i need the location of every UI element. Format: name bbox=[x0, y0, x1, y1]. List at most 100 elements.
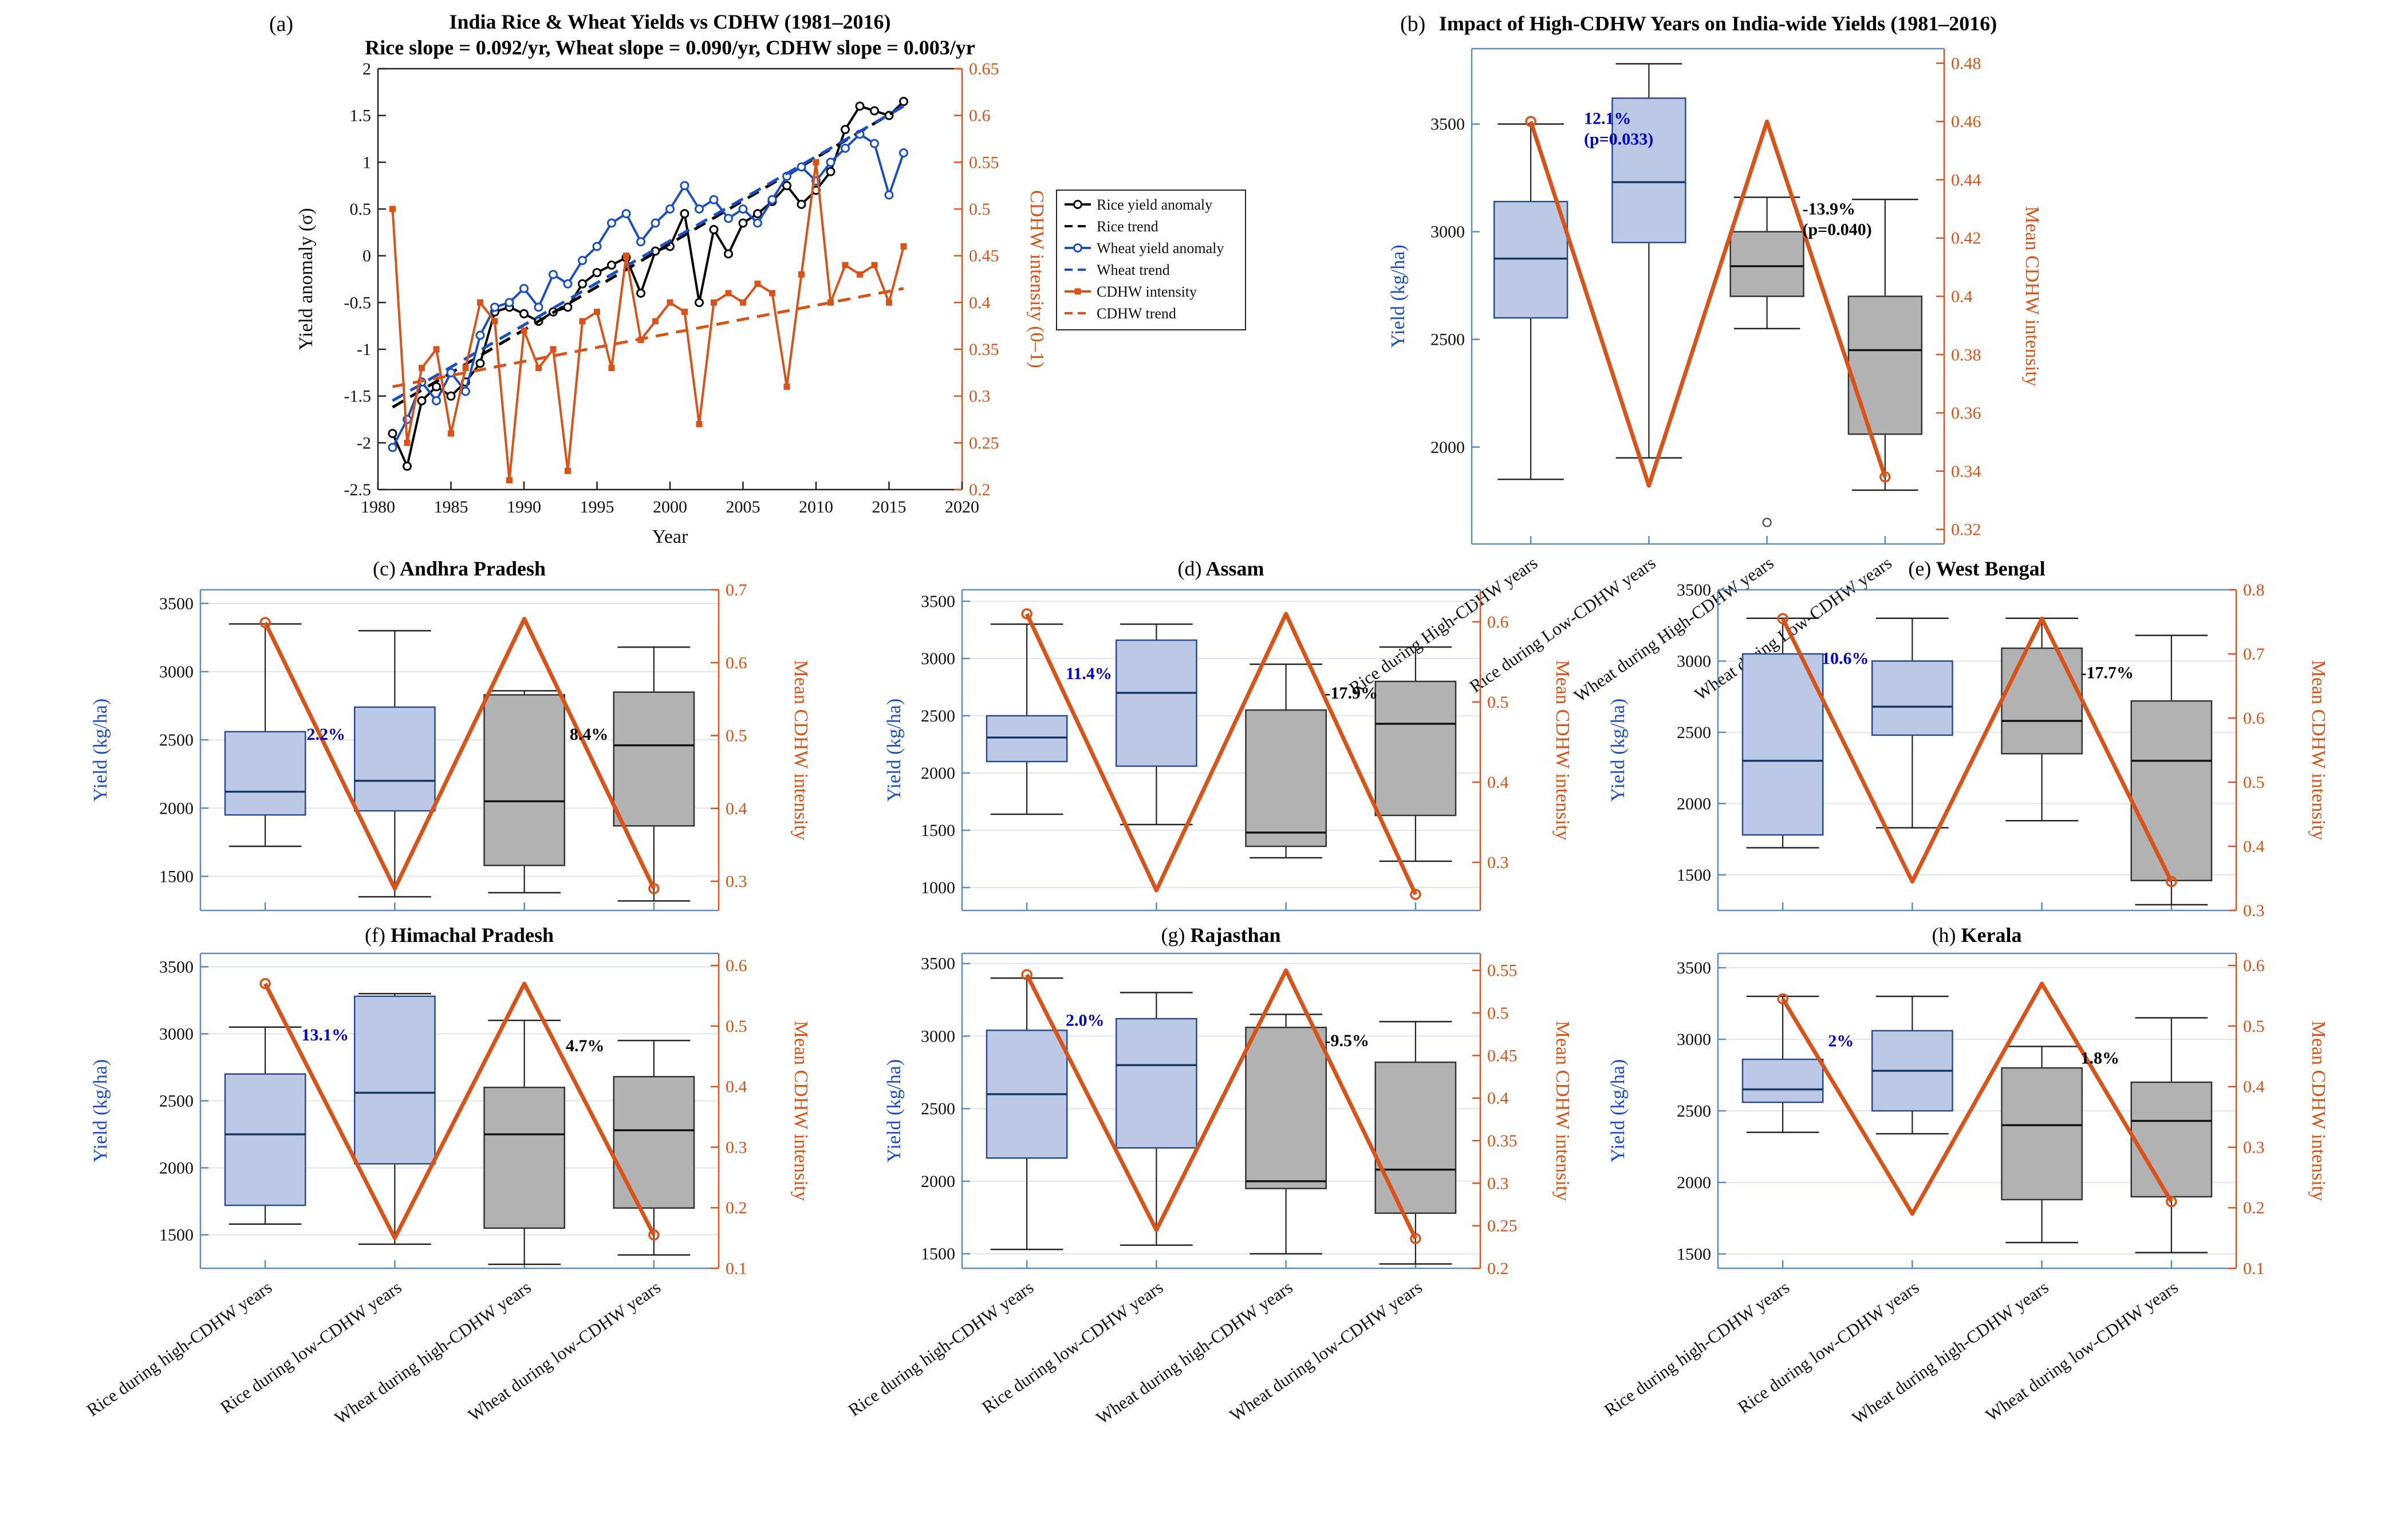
right-tick-label: 0.5 bbox=[969, 200, 991, 219]
annotation: -13.9% bbox=[1803, 200, 1856, 219]
x-tick-label: 1980 bbox=[361, 498, 395, 516]
panel-f-label: (f) bbox=[365, 924, 385, 947]
circle-marker bbox=[475, 358, 485, 368]
cdhw-intensity-line bbox=[263, 981, 656, 1240]
boxplot-d-4 bbox=[1374, 646, 1457, 862]
square-marker bbox=[623, 253, 629, 259]
circle-marker bbox=[841, 143, 850, 153]
x-tick-label: 2015 bbox=[872, 498, 907, 516]
data-line bbox=[391, 100, 905, 468]
boxplot-c-4 bbox=[613, 646, 695, 902]
square-marker bbox=[857, 271, 863, 278]
box-iqr bbox=[1245, 1027, 1327, 1189]
circle-marker bbox=[695, 204, 704, 214]
boxplot-c-1 bbox=[224, 623, 306, 847]
circle-marker bbox=[432, 396, 441, 405]
left-tick-label: 3000 bbox=[921, 649, 955, 668]
annotation: 1.8% bbox=[2081, 1049, 2120, 1068]
annotation: -9.5% bbox=[1325, 1031, 1370, 1050]
panel-b-title: Impact of High-CDHW Years on India-wide … bbox=[1439, 12, 1997, 35]
legend-entry-label: Rice trend bbox=[1097, 218, 1158, 235]
cdhw-endpoint-marker bbox=[1525, 116, 1536, 127]
panel-h-plot: 150020002500300035000.10.20.30.40.50.6Ri… bbox=[1601, 952, 2329, 1428]
left-tick-label: 3000 bbox=[1677, 652, 1711, 671]
panel-a-subtitle: Rice slope = 0.092/yr, Wheat slope = 0.0… bbox=[365, 36, 975, 59]
panel-g-title-text: Rajasthan bbox=[1190, 924, 1281, 947]
box-iqr bbox=[353, 706, 436, 812]
panel-d-label: (d) bbox=[1177, 557, 1202, 580]
box-iqr bbox=[1493, 200, 1568, 319]
box-iqr bbox=[1741, 1058, 1824, 1103]
circle-marker bbox=[797, 162, 806, 172]
legend: Rice yield anomaly Rice trend Wheat yield … bbox=[1056, 190, 1246, 330]
cdhw-endpoint-marker bbox=[1410, 1233, 1421, 1244]
right-tick-label: 0.3 bbox=[726, 872, 747, 891]
circle-marker bbox=[607, 218, 616, 228]
series-rice-trend bbox=[392, 105, 905, 409]
panel-h-label: (h) bbox=[1932, 924, 1956, 947]
circle-marker bbox=[724, 214, 733, 223]
circle-marker bbox=[607, 261, 616, 270]
square-marker bbox=[886, 299, 892, 306]
circle-marker bbox=[446, 368, 456, 377]
right-tick-label: 0.2 bbox=[2243, 1198, 2265, 1217]
cdhw-intensity-line bbox=[1780, 616, 2174, 884]
boxplot-f-1 bbox=[224, 1026, 306, 1225]
right-tick-label: 0.1 bbox=[2243, 1259, 2265, 1278]
circle-marker bbox=[651, 218, 660, 228]
right-tick-label: 0.4 bbox=[726, 799, 747, 818]
left-tick-label: 3500 bbox=[1430, 115, 1465, 134]
boxplot-g-2 bbox=[1115, 992, 1197, 1246]
right-tick-label: 0.7 bbox=[726, 581, 747, 600]
circle-marker bbox=[388, 443, 397, 452]
right-tick-label: 0.5 bbox=[2243, 773, 2265, 792]
square-marker bbox=[565, 467, 571, 474]
x-tick-label: 1985 bbox=[434, 498, 468, 516]
square-marker bbox=[506, 477, 513, 484]
panel-e-label: (e) bbox=[1908, 557, 1932, 580]
boxplot-d-2 bbox=[1115, 623, 1197, 826]
left-tick-label: 1500 bbox=[1677, 866, 1711, 885]
right-tick-label: 0.7 bbox=[2243, 645, 2265, 664]
right-tick-label: 0.42 bbox=[1951, 229, 1981, 248]
annotation: 4.7% bbox=[566, 1036, 605, 1055]
annotation: 13.1% bbox=[301, 1026, 349, 1044]
annotation: -17.9% bbox=[1325, 684, 1378, 703]
panel-c-plot: 1500 2000 2500 3000 3500 0.3 0.4 0.5 0.6 0.7 Yield… bbox=[90, 581, 811, 912]
box-iqr bbox=[1115, 639, 1197, 767]
annotation: 2.2% bbox=[307, 725, 346, 744]
boxplot-g-4 bbox=[1374, 1020, 1457, 1265]
annotation: 12.1% bbox=[1584, 109, 1631, 128]
cdhw-endpoint-marker bbox=[1021, 969, 1032, 980]
left-tick-label: 3000 bbox=[1677, 1030, 1711, 1049]
square-marker bbox=[681, 309, 688, 316]
right-tick-label: 0.2 bbox=[726, 1198, 747, 1217]
panel-d-chart: 1000 1500 2000 2500 3000 3500 0.3 0.4 0.5 0.6 Yiel… bbox=[884, 589, 1573, 912]
boxplot-b-3 bbox=[1729, 196, 1804, 527]
left-tick-label: 2000 bbox=[159, 799, 194, 818]
box-iqr bbox=[1374, 680, 1457, 817]
left-tick-label: 3500 bbox=[159, 594, 194, 613]
left-axis-title: Yield (kg/ha) bbox=[884, 699, 905, 802]
boxplot-d-1 bbox=[986, 623, 1068, 815]
circle-marker bbox=[417, 396, 427, 405]
box-iqr bbox=[353, 995, 436, 1165]
right-tick-label: 0.55 bbox=[969, 153, 999, 172]
box-iqr bbox=[2130, 700, 2213, 881]
right-tick-label: 0.3 bbox=[2243, 901, 2265, 920]
boxplot-h-4 bbox=[2130, 1017, 2213, 1253]
panel-h-title: (h) Kerala bbox=[1932, 923, 2022, 947]
annotation: (p=0.033) bbox=[1584, 130, 1653, 149]
circle-marker bbox=[388, 429, 397, 438]
circle-marker bbox=[534, 302, 543, 312]
circle-marker bbox=[753, 218, 762, 228]
circle-marker bbox=[563, 279, 573, 289]
panel-f-plot: 150020002500300035000.10.20.30.40.50.6Ri… bbox=[83, 952, 811, 1428]
circle-marker bbox=[884, 190, 894, 200]
boxplot-e-4 bbox=[2130, 634, 2213, 906]
circle-marker bbox=[636, 237, 645, 247]
left-tick-label: 1000 bbox=[921, 878, 955, 897]
legend-entry-label: CDHW trend bbox=[1097, 305, 1176, 322]
circle-marker bbox=[578, 279, 587, 289]
right-tick-label: 0.3 bbox=[1487, 1174, 1509, 1193]
